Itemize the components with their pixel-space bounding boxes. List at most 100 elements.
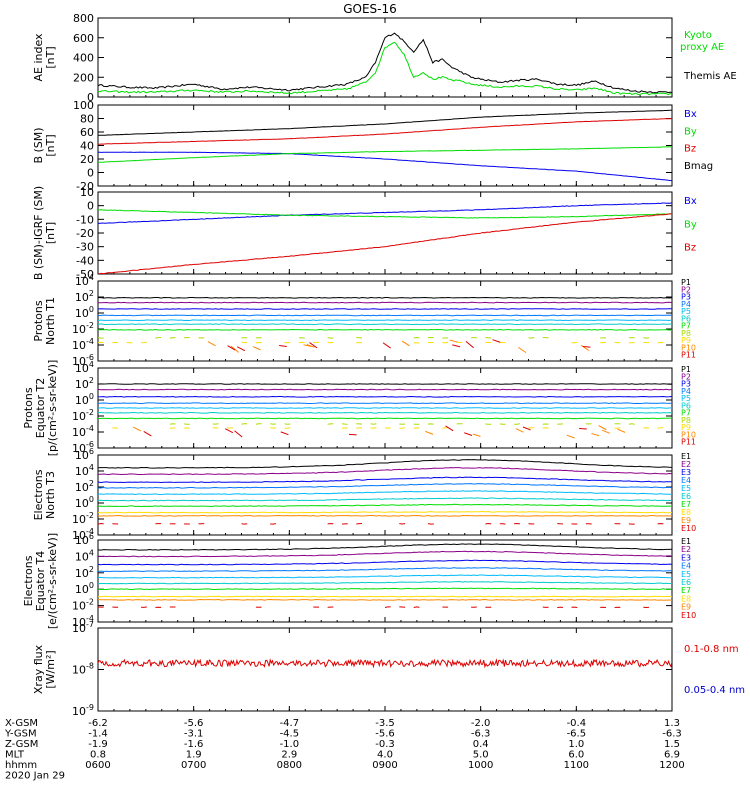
y-tick-label: 10-4: [72, 337, 94, 352]
series-line-P11: [348, 433, 357, 436]
y-tick-label: 10-9: [72, 703, 94, 718]
series-line-Bz: [98, 213, 672, 274]
legend-entry: E8: [681, 594, 691, 603]
orbit-value: -4.7: [280, 718, 300, 729]
legend-entry: E7: [681, 500, 691, 509]
series-line-P11: [452, 344, 461, 348]
series-line-P10: [449, 339, 458, 343]
y-tick-label: 100: [75, 495, 94, 510]
legend-entry: P8: [681, 416, 691, 425]
y-tick-label: 102: [75, 565, 94, 580]
panel-xray: 10-9 10-8 10-7 Xray flux[W/m²] 0.1-0.8 nm 0.0…: [32, 620, 745, 718]
y-tick-label: 102: [75, 289, 94, 304]
y-tick-label: -10: [76, 213, 94, 226]
series-line-P8: [327, 423, 334, 425]
y-tick-label: 10-4: [72, 614, 94, 629]
legend-entry: E5: [681, 484, 691, 493]
y-tick-label: -20: [76, 227, 94, 240]
legend-entry: P4: [681, 387, 691, 396]
y-axis-label: AE index[nT]: [32, 33, 57, 82]
series-line-P10: [207, 341, 216, 347]
legend-entry: Bz: [684, 243, 696, 254]
series-line-E10: [427, 523, 434, 525]
legend-entry: By: [684, 219, 697, 230]
series-line-P3: [98, 308, 672, 310]
series-line-P8: [169, 337, 176, 339]
orbit-value: -1.9: [88, 739, 108, 750]
series-line-E10: [557, 606, 563, 609]
series-line-P10: [252, 346, 261, 351]
series-line-P10: [230, 345, 239, 353]
series-line-P9: [399, 427, 406, 429]
series-line-P8: [356, 337, 363, 339]
legend-entry: By: [684, 126, 697, 137]
series-line-P10: [566, 434, 575, 439]
series-line-P10: [580, 344, 590, 351]
legend-entry: P5: [681, 307, 691, 316]
series-line-0.1-0.8 nm: [98, 658, 672, 669]
orbit-value: 6.0: [568, 750, 584, 761]
legend-entry: P11: [681, 351, 696, 360]
orbit-value: -3.5: [375, 718, 395, 729]
orbit-value: 1.5: [664, 739, 680, 750]
series-line-P6: [98, 411, 672, 414]
series-line-P10: [515, 428, 524, 433]
orbit-value: 4.0: [377, 750, 393, 761]
series-line-P10: [306, 344, 315, 348]
y-axis-label: B (SM)[nT]: [32, 127, 57, 163]
y-axis-label: ProtonsNorth T1: [32, 297, 57, 345]
series-line-P7: [98, 328, 672, 331]
y-tick-label: 0: [87, 200, 94, 213]
series-line-E3: [98, 476, 672, 484]
legend-entry: P6: [681, 314, 691, 323]
y-tick-label: 100: [75, 392, 94, 407]
series-line-E5: [98, 574, 672, 579]
series-line-P3: [98, 395, 672, 398]
y-tick-label: 106: [75, 532, 94, 547]
orbit-value: 1100: [564, 760, 589, 771]
orbit-value: -6.5: [567, 729, 587, 740]
legend-entry: P8: [681, 329, 691, 338]
legend-bsm: Bx By Bz Bmag: [684, 109, 713, 172]
orbit-value: -6.2: [88, 718, 108, 729]
series-line-P5: [98, 407, 672, 409]
legend-entry: E5: [681, 570, 691, 579]
series-line-P1: [98, 383, 672, 385]
orbit-value: 1.0: [568, 739, 584, 750]
y-tick-label: 10-4: [72, 424, 94, 439]
series-line-P10: [425, 430, 434, 435]
orbit-value: 6.9: [664, 750, 680, 761]
y-tick-label: 10-2: [72, 408, 94, 423]
series-line-E8: [98, 510, 672, 514]
legend-entry: P2: [681, 372, 691, 381]
y-axis-label: Xray flux[W/m²]: [32, 644, 57, 694]
orbit-value: -5.6: [184, 718, 204, 729]
legend-entry: P10: [681, 343, 696, 352]
y-tick-label: 10-7: [72, 620, 94, 635]
legend-entry: E9: [681, 516, 691, 525]
orbit-value: -5.6: [375, 729, 395, 740]
series-line-P11: [445, 425, 454, 432]
series-line-P11: [465, 341, 474, 349]
series-line-P11: [234, 430, 243, 438]
y-tick-label: 106: [75, 447, 94, 462]
y-tick-label: 0: [87, 91, 94, 104]
legend-entry: Bmag: [684, 161, 713, 172]
orbit-value: -1.4: [88, 729, 108, 740]
orbit-value: 1200: [659, 760, 684, 771]
legend-entry: P2: [681, 285, 691, 294]
series-line-P11: [280, 431, 289, 436]
y-tick-label: 10-6: [72, 440, 94, 455]
y-axis-label: B (SM)-IGRF (SM)[nT]: [32, 186, 57, 280]
series-line-P10: [591, 433, 600, 437]
series-line-P6: [98, 323, 672, 326]
legend-entry: 0.1-0.8 nm: [684, 644, 739, 655]
legend-entry: proxy AE: [680, 42, 724, 53]
legend-entry: Bx: [684, 109, 697, 120]
legend-entry: E9: [681, 603, 691, 612]
orbit-row-label: MLT: [5, 750, 25, 761]
y-tick-label: 10: [80, 186, 94, 199]
